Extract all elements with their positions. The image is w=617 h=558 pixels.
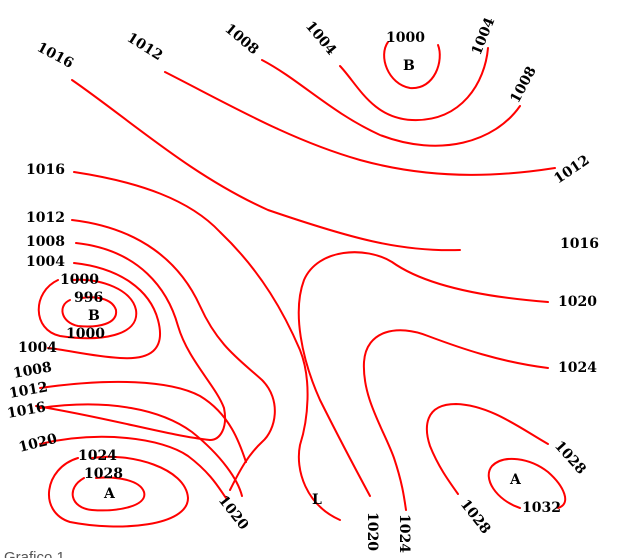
- isobar-label: 1008: [507, 64, 539, 106]
- isobar-label: 1020: [364, 512, 380, 551]
- isobar-line-1024-lower-left: [47, 455, 189, 528]
- isobar-label: 1012: [26, 210, 65, 226]
- isobar-line-1028-lower-left: [71, 476, 146, 512]
- isobar-label: 1000: [386, 30, 425, 46]
- isobar-label: 1008: [26, 234, 65, 250]
- isobar-label: 1016: [560, 236, 599, 252]
- isobar-label: 1016: [26, 162, 65, 178]
- high-pressure-center-bottom-left: A: [103, 486, 116, 502]
- figure-caption: Grafico 1: [4, 549, 65, 558]
- isobar-label: 1020: [558, 294, 597, 310]
- isobar-label: 1000: [66, 326, 105, 342]
- isobar-label: 1004: [26, 254, 65, 270]
- isobar-line-1008-top: [261, 59, 521, 147]
- isobar-line-1000-left: [37, 278, 138, 340]
- isobar-line-1020-right: [297, 251, 549, 497]
- isobar-label: 1020: [215, 493, 252, 534]
- point-l-marker: L: [312, 492, 322, 508]
- isobar-line-1028-right-inner: [487, 457, 567, 509]
- isobar-label: 1016: [34, 39, 76, 71]
- isobar-label: 1028: [457, 497, 494, 538]
- isobar-line-1012-left: [71, 219, 276, 491]
- isobar-label: 1028: [551, 438, 589, 478]
- isobar-line-1004-top: [339, 47, 489, 122]
- isobar-line-1028-right: [425, 403, 549, 495]
- isobar-line-1012-top: [164, 71, 556, 176]
- high-pressure-center-bottom-right: A: [509, 472, 522, 488]
- isobar-line-1020-lower-left: [39, 435, 227, 499]
- isobar-label: 1020: [17, 431, 59, 456]
- isobar-label: 1000: [60, 272, 99, 288]
- isobar-line-1004-left: [47, 262, 161, 360]
- isobar-label: 1012: [8, 379, 49, 402]
- isobar-label: 1024: [396, 514, 412, 553]
- isobar-label: 996: [74, 290, 103, 306]
- isobar-line-1016-top: [71, 79, 461, 252]
- isobar-label: 1028: [84, 466, 123, 482]
- isobar-line-996-left: [61, 296, 118, 328]
- low-pressure-center-top: B: [403, 58, 415, 74]
- isobar-label: 1004: [18, 340, 57, 356]
- isobar-label: 1008: [221, 21, 261, 58]
- isobar-label: 1012: [124, 30, 166, 64]
- isobar-label: 1024: [78, 448, 117, 464]
- isobar-label: 1032: [522, 500, 561, 516]
- isobar-line-1012-lower-left: [39, 380, 247, 463]
- isobar-line-1016-lower-left: [39, 403, 243, 497]
- isobar-label: 1024: [558, 360, 597, 376]
- isobar-label: 1004: [469, 15, 499, 57]
- isobar-line-1000-top: [383, 41, 441, 90]
- isobar-label: 1016: [6, 399, 47, 422]
- low-pressure-center-left: B: [88, 308, 100, 324]
- isobar-line-1008-left: [35, 242, 226, 441]
- isobar-line-1016-left: [73, 171, 341, 521]
- isobar-label: 1012: [551, 152, 592, 187]
- isobar-label: 1004: [302, 18, 339, 58]
- isobar-label: 1008: [12, 359, 53, 382]
- isobar-line-1024-right: [362, 329, 549, 511]
